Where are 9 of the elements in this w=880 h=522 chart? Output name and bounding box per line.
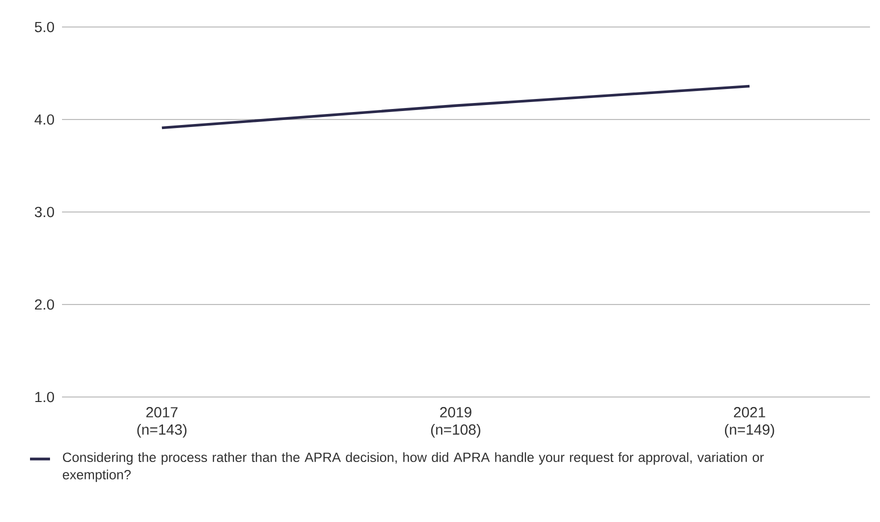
y-tick-label: 5.0	[34, 22, 54, 32]
y-tick-label: 2.0	[34, 299, 54, 310]
legend-label: Considering the process rather than the APRA decision, how did APRA handle your request for approval, variation or exemption?	[62, 452, 764, 482]
x-tick-label: 2017 (n=143)	[137, 407, 186, 438]
y-tick-label: 1.0	[35, 392, 54, 402]
y-tick-label: 3.0	[34, 206, 54, 218]
x-tick-label: 2021 (n=149)	[724, 407, 774, 438]
y-tick-label: 4.0	[34, 114, 54, 125]
x-tick-label: 2019 (n=108)	[431, 407, 480, 438]
